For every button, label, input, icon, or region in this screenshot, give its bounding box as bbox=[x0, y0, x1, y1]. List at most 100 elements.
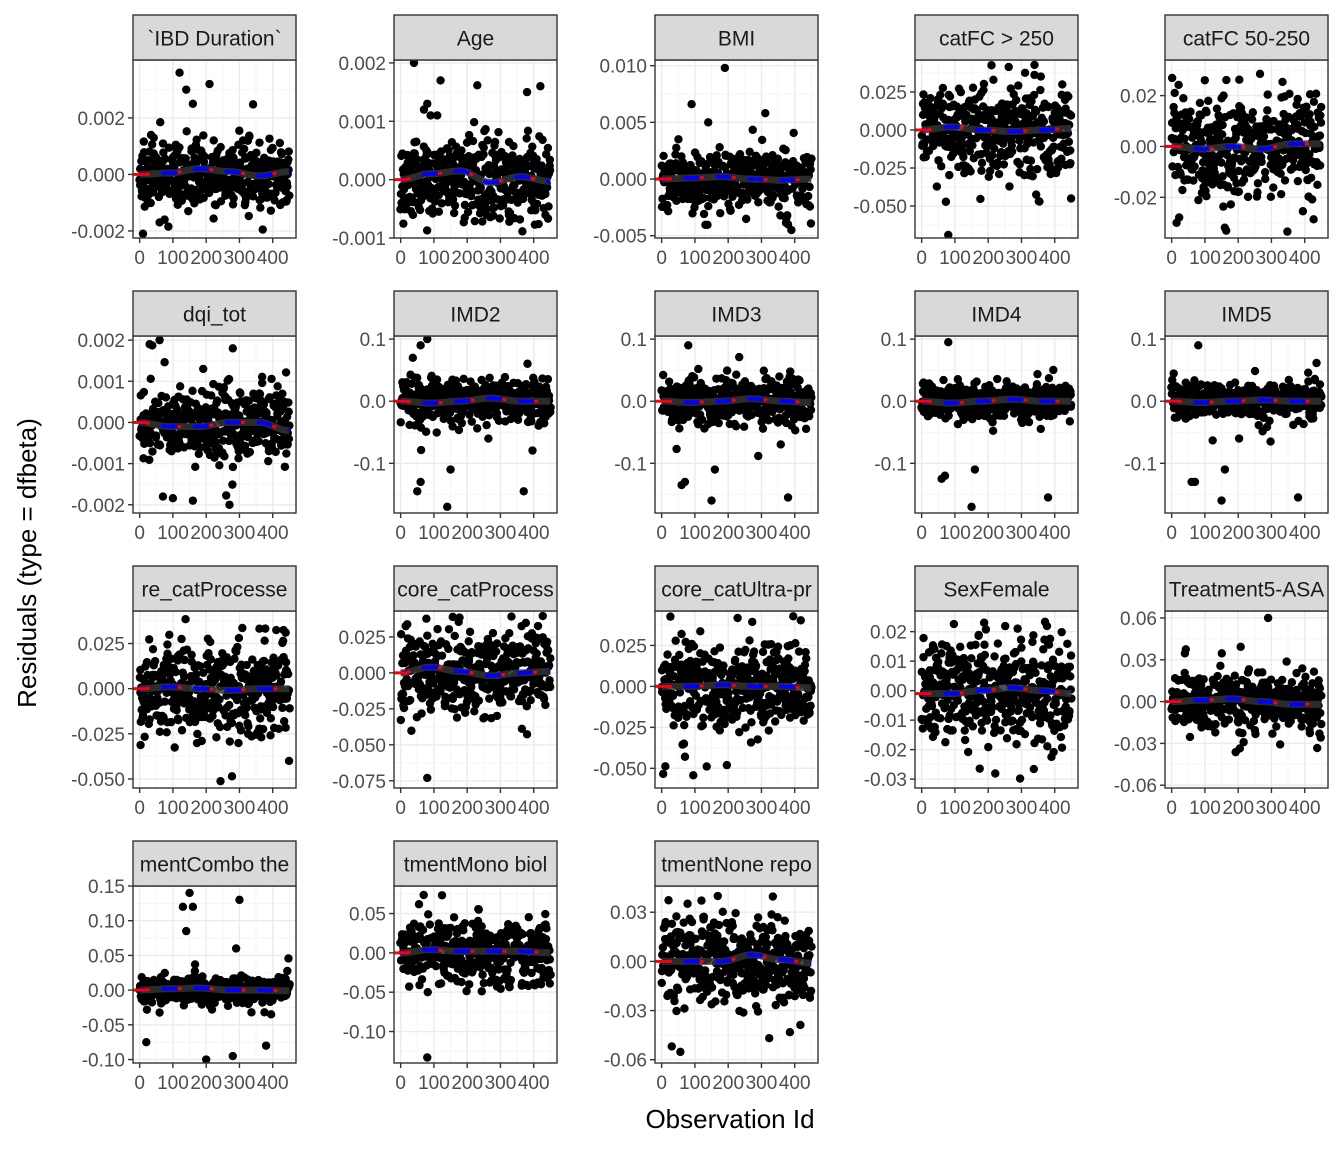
data-point bbox=[968, 414, 977, 424]
data-point bbox=[215, 722, 225, 732]
data-point bbox=[1031, 190, 1041, 199]
data-point bbox=[523, 126, 533, 136]
data-point bbox=[531, 206, 540, 215]
data-point bbox=[284, 398, 293, 407]
data-point bbox=[1234, 434, 1244, 443]
data-point bbox=[244, 211, 253, 221]
outlier-point bbox=[138, 229, 148, 238]
data-point bbox=[803, 191, 813, 201]
data-point bbox=[979, 79, 989, 89]
data-point bbox=[266, 206, 276, 215]
data-point bbox=[150, 656, 160, 666]
data-point bbox=[722, 366, 732, 375]
data-point bbox=[1004, 62, 1013, 72]
data-point bbox=[745, 147, 754, 157]
data-point bbox=[807, 154, 816, 163]
data-point bbox=[1184, 114, 1194, 124]
facet-title: catFC > 250 bbox=[939, 28, 1054, 51]
data-point bbox=[1293, 176, 1303, 186]
data-point bbox=[136, 740, 145, 750]
data-point bbox=[1285, 89, 1294, 99]
data-point bbox=[769, 191, 778, 200]
data-point bbox=[1253, 179, 1263, 188]
data-point bbox=[989, 75, 998, 85]
data-point bbox=[1032, 164, 1042, 174]
data-point bbox=[1266, 437, 1275, 446]
data-point bbox=[786, 367, 795, 376]
data-point bbox=[482, 420, 491, 430]
data-point bbox=[283, 182, 292, 191]
x-tick-label: 100 bbox=[939, 248, 971, 269]
data-point bbox=[489, 203, 499, 212]
data-point bbox=[672, 444, 681, 454]
data-point bbox=[481, 125, 490, 134]
data-point bbox=[791, 426, 800, 435]
data-point bbox=[1190, 376, 1199, 385]
data-point bbox=[412, 137, 421, 146]
data-point bbox=[284, 155, 293, 164]
data-point bbox=[739, 422, 749, 431]
data-point bbox=[1310, 122, 1319, 132]
data-point bbox=[1167, 73, 1177, 83]
grid-lines bbox=[133, 60, 296, 238]
data-point bbox=[675, 424, 684, 433]
data-point bbox=[988, 426, 998, 436]
data-point bbox=[240, 441, 250, 451]
data-point bbox=[163, 640, 172, 649]
data-point bbox=[432, 428, 441, 437]
outlier-point bbox=[944, 230, 953, 238]
outlier-point bbox=[160, 215, 169, 224]
data-point bbox=[1208, 436, 1217, 445]
data-point bbox=[538, 135, 547, 145]
facet-strip bbox=[132, 290, 297, 337]
data-point bbox=[985, 166, 995, 176]
data-point bbox=[993, 158, 1002, 167]
data-point bbox=[1261, 174, 1270, 184]
data-point bbox=[1293, 120, 1302, 130]
smooth-lines bbox=[133, 418, 290, 435]
data-point bbox=[1263, 90, 1272, 99]
data-point bbox=[1305, 109, 1314, 119]
data-point bbox=[494, 127, 503, 137]
data-point bbox=[663, 206, 673, 216]
data-point bbox=[199, 193, 208, 203]
data-point bbox=[741, 214, 751, 224]
data-point bbox=[1303, 368, 1313, 377]
data-point bbox=[421, 427, 431, 436]
facet-title: IMD3 bbox=[711, 304, 761, 327]
data-point bbox=[235, 126, 244, 135]
outlier-point bbox=[707, 496, 716, 505]
x-tick-label: 400 bbox=[779, 248, 811, 269]
data-point bbox=[212, 733, 221, 742]
data-point bbox=[759, 366, 769, 375]
x-tick-label: 400 bbox=[257, 523, 289, 544]
data-point bbox=[457, 146, 466, 155]
x-tick-label: 400 bbox=[1039, 248, 1071, 269]
x-tick-label: 200 bbox=[190, 523, 222, 544]
outlier-point bbox=[536, 82, 545, 91]
data-point bbox=[1028, 172, 1037, 181]
data-point bbox=[1265, 416, 1274, 426]
data-point bbox=[775, 372, 784, 381]
data-point bbox=[801, 424, 811, 434]
data-point bbox=[225, 700, 234, 710]
data-point bbox=[1066, 158, 1075, 168]
data-point bbox=[270, 196, 279, 205]
data-point bbox=[522, 134, 531, 143]
data-point bbox=[209, 214, 218, 223]
outlier-point bbox=[416, 341, 425, 350]
x-tick-label: 200 bbox=[712, 523, 744, 544]
data-point bbox=[1020, 68, 1030, 78]
data-point bbox=[145, 715, 154, 724]
data-point bbox=[282, 449, 291, 458]
data-point bbox=[162, 688, 171, 697]
data-point bbox=[541, 189, 550, 199]
data-point bbox=[1203, 381, 1212, 390]
data-point bbox=[1064, 137, 1074, 146]
outlier-point bbox=[967, 502, 976, 511]
data-point bbox=[138, 711, 148, 720]
data-point bbox=[284, 434, 294, 444]
x-tick-label: 300 bbox=[224, 248, 256, 269]
